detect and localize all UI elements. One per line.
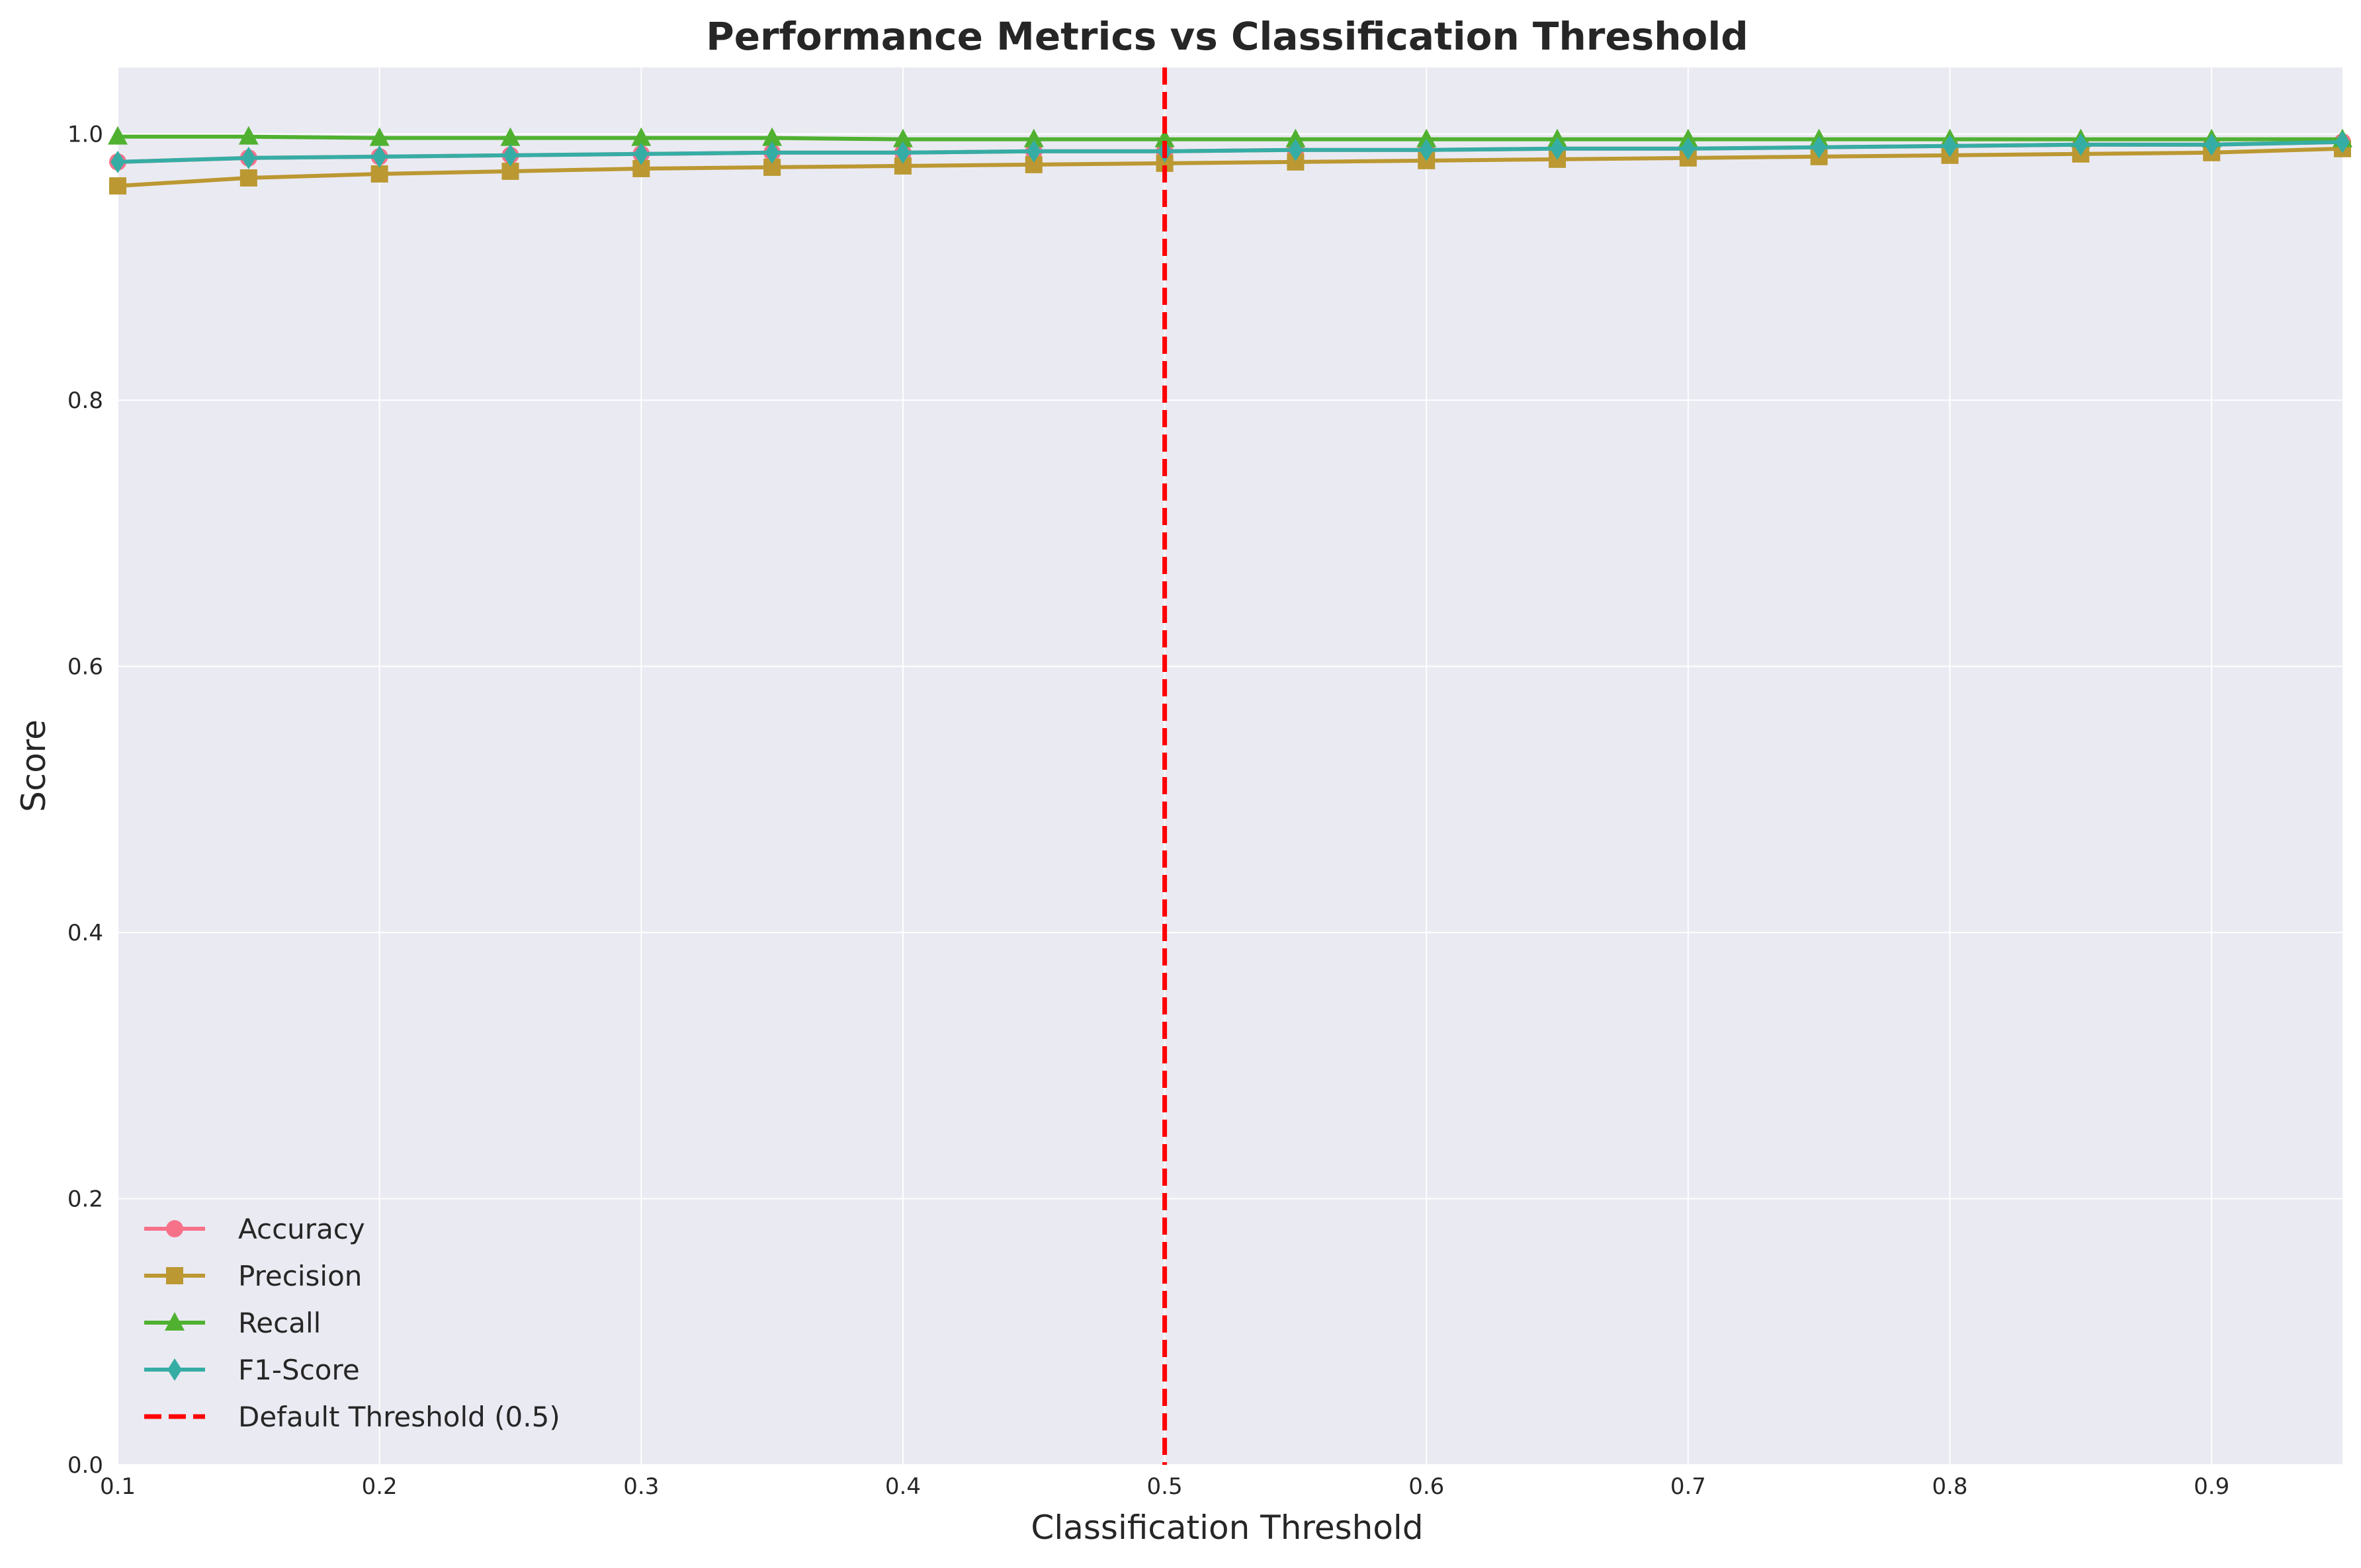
- x-tick-label: 0.9: [2194, 1473, 2229, 1500]
- f1-score-point: [1026, 140, 1041, 163]
- precision-point: [109, 177, 126, 195]
- x-tick-label: 0.7: [1670, 1473, 1706, 1500]
- legend-item-f1-score: F1-Score: [144, 1354, 360, 1386]
- f1-score-point: [1942, 134, 1957, 157]
- x-tick-label: 0.2: [362, 1473, 398, 1500]
- y-tick-label: 1.0: [67, 122, 103, 148]
- f1-score-point: [765, 141, 780, 164]
- f1-score-line: [117, 140, 2343, 164]
- legend-marker: [166, 1267, 183, 1284]
- x-tick-label: 0.3: [623, 1473, 659, 1500]
- precision-line: [117, 146, 2343, 188]
- chart-title: Performance Metrics vs Classification Th…: [706, 14, 1748, 59]
- precision-point: [239, 169, 257, 187]
- legend-marker: [166, 1220, 183, 1237]
- f1-score-point: [2073, 133, 2088, 156]
- legend: Accuracy Precision Recall F1-Score Default T…: [144, 1213, 560, 1433]
- x-axis-label: Classification Threshold: [1031, 1508, 1423, 1547]
- legend-item-recall: Recall: [144, 1307, 321, 1339]
- f1-score-point: [1288, 138, 1303, 161]
- recall-point: [762, 127, 783, 146]
- legend-marker: [167, 1358, 182, 1381]
- f1-score-point: [2335, 130, 2350, 153]
- y-tick-label: 0.8: [67, 388, 103, 414]
- f1-score-point: [1419, 138, 1434, 161]
- recall-point: [1154, 128, 1175, 147]
- recall-point: [892, 128, 913, 147]
- y-axis-label: Score: [15, 720, 53, 812]
- legend-label: Recall: [238, 1307, 321, 1339]
- recall-point: [1023, 128, 1044, 147]
- f1-score-point: [2204, 133, 2219, 156]
- y-tick-label: 0.6: [67, 654, 103, 681]
- f1-score-point: [372, 145, 387, 168]
- f1-score-point: [1680, 137, 1696, 160]
- recall-point: [238, 126, 259, 145]
- y-tick-label: 0.4: [67, 920, 103, 946]
- x-tick-label: 0.5: [1147, 1473, 1183, 1500]
- y-tick-label: 0.0: [67, 1452, 103, 1479]
- x-tick-label: 0.1: [100, 1473, 136, 1500]
- f1-score-point: [1811, 136, 1826, 159]
- x-tick-label: 0.8: [1932, 1473, 1967, 1500]
- plot-area: [118, 67, 2342, 1465]
- f1-score-point: [503, 144, 518, 167]
- legend-label: Accuracy: [238, 1213, 365, 1245]
- precision-point: [370, 165, 388, 183]
- legend-item-accuracy: Accuracy: [144, 1213, 365, 1245]
- recall-point: [369, 127, 390, 146]
- legend-marker: [165, 1312, 185, 1331]
- recall-point: [1416, 128, 1437, 147]
- recall-point: [1285, 128, 1306, 147]
- f1-score-point: [1550, 137, 1565, 160]
- legend-label: F1-Score: [238, 1354, 360, 1386]
- f1-score-point: [241, 146, 256, 169]
- series-f1-score: [110, 130, 2350, 173]
- x-tick-label: 0.4: [885, 1473, 921, 1500]
- f1-score-point: [634, 142, 649, 165]
- legend-item-default-threshold: Default Threshold (0.5): [144, 1401, 560, 1433]
- legend-label: Precision: [238, 1260, 362, 1292]
- x-tick-label: 0.6: [1408, 1473, 1444, 1500]
- recall-point: [631, 127, 652, 146]
- recall-point: [108, 126, 128, 145]
- tick-labels: 0.1 0.2 0.3 0.4 0.5 0.6 0.7 0.8 0.9 0.0 0.2 0.4 0.6 0…: [67, 122, 2229, 1500]
- f1-score-point: [895, 141, 910, 164]
- legend-label: Default Threshold (0.5): [238, 1401, 560, 1433]
- f1-score-point: [110, 150, 125, 173]
- recall-line: [118, 134, 2342, 142]
- y-tick-label: 0.2: [67, 1186, 103, 1213]
- series-group: [108, 126, 2352, 195]
- recall-point: [500, 127, 521, 146]
- legend-item-precision: Precision: [144, 1260, 362, 1292]
